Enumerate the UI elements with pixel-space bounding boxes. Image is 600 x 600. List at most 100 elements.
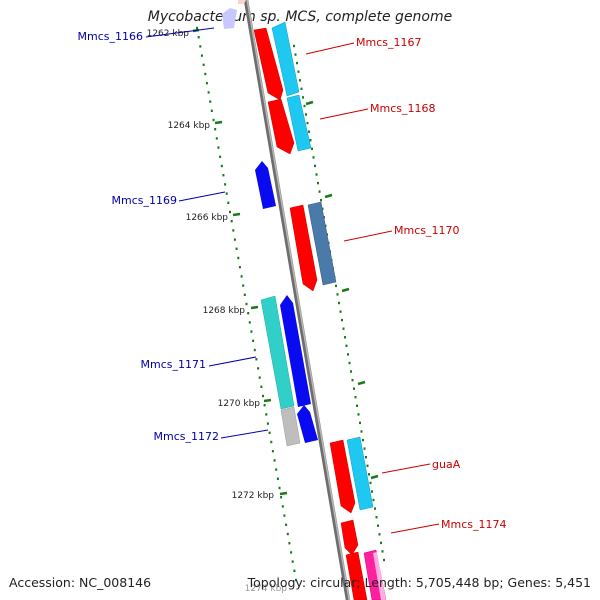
outer-minor-tick [374,507,376,510]
outer-major-ticks [305,100,379,480]
inner-minor-tick [285,523,288,526]
kbp-label: 1274 kbp [245,584,288,594]
outer-minor-tick [353,387,355,390]
outer-minor-tick [311,147,313,150]
outer-minor-tick [347,353,349,356]
inner-minor-tick [278,486,281,490]
inner-minor-tick [258,376,261,379]
inner-minor-tick [240,275,243,278]
inner-minor-tick [268,431,271,434]
gene-label-mmcs-1171[interactable]: Mmcs_1171 [141,358,206,371]
inner-minor-tick [248,321,251,324]
inner-minor-tick [283,514,286,517]
outer-minor-tick [380,541,382,545]
gene-label-mmcs-1174[interactable]: Mmcs_1174 [441,518,506,531]
outer-minor-tick [372,498,375,502]
major-tick [370,474,379,480]
inner-minor-tick [225,192,228,195]
inner-minor-tick [220,164,223,168]
outer-minor-tick [383,558,385,562]
gene-label-mmcs-1167[interactable]: Mmcs_1167 [356,36,421,49]
inner-minor-tick [291,560,294,563]
major-tick [341,287,350,293]
gene-mmcs-1167-red[interactable] [253,27,284,101]
inner-minor-tick [271,450,274,453]
outer-minor-tick [300,87,303,90]
outer-minor-tick [344,336,346,339]
outer-minor-tick [366,464,369,467]
gene-guaa-red[interactable] [329,439,356,514]
gene-mmcs-1169[interactable] [255,161,276,209]
inner-minor-tick [293,569,296,572]
inner-minor-tick [247,312,250,315]
kbp-tick [250,305,259,310]
gene-mmcs-1166[interactable] [222,8,237,29]
gene-label-mmcs-1168[interactable]: Mmcs_1168 [370,102,435,115]
outer-minor-tick [309,139,312,142]
inner-minor-tick [199,45,202,48]
outer-minor-tick [351,378,354,382]
gene-bottom-red[interactable] [345,551,368,600]
gene-guaa-cyan[interactable] [346,436,374,511]
inner-minor-tick [280,496,283,499]
leader-line [390,523,440,534]
inner-minor-tick [224,183,227,186]
inner-minor-tick [217,146,220,149]
inner-minor-tick [204,72,207,76]
outer-minor-tick [348,361,351,365]
inner-minor-tick [232,229,235,232]
outer-minor-tick [296,61,298,65]
outer-minor-tick [336,293,339,296]
gene-mmcs-1170-red[interactable] [289,204,318,292]
inner-minor-tick [260,385,263,388]
outer-minor-tick [335,284,337,288]
outer-minor-tick [338,301,340,305]
inner-minor-tick [273,459,276,462]
inner-minor-tick [242,284,245,287]
gene-top-partial[interactable] [238,0,246,4]
gene-mmcs-1171-blue[interactable] [280,295,311,407]
kbp-label: 1270 kbp [218,399,261,409]
outer-minor-tick [303,104,306,108]
gene-mmcs-1174[interactable] [340,519,359,556]
kbp-label: 1272 kbp [232,491,275,501]
inner-minor-tick [252,339,255,342]
outer-minor-tick [381,550,384,553]
leader-line [305,42,355,55]
inner-minor-tick [266,422,269,425]
leader-line [343,230,393,242]
inner-minor-tick [200,54,203,57]
gene-label-mmcs-1166[interactable]: Mmcs_1166 [78,30,143,43]
major-tick [324,193,333,199]
outer-minor-tick [356,404,358,407]
gene-mmcs-1170-steel[interactable] [307,201,337,286]
gene-mmcs-1168-red[interactable] [267,98,295,155]
gene-mmcs-1171-teal[interactable] [260,295,295,410]
gene-mmcs-1168-cyan[interactable] [286,94,312,152]
gene-label-mmcs-1172[interactable]: Mmcs_1172 [154,430,219,443]
gene-label-guaa[interactable]: guaA [432,458,461,471]
inner-minor-tick [209,100,212,103]
inner-minor-tick [230,220,233,223]
outer-minor-tick [354,396,357,399]
gene-mmcs-1172-grey[interactable] [280,406,301,447]
gene-mmcs-1172-blue[interactable] [297,405,318,443]
kbp-label: 1266 kbp [186,213,229,223]
gene-bottom-pink-light[interactable] [373,552,386,600]
gene-labels: Mmcs_1166 Mmcs_1167 Mmcs_1168 Mmcs_1169 … [78,27,506,534]
gene-label-mmcs-1170[interactable]: Mmcs_1170 [394,224,459,237]
inner-minor-tick [295,578,297,582]
outer-minor-tick [320,199,322,202]
gene-mmcs-1167-cyan[interactable] [271,21,300,97]
accession-text: Accession: NC_008146 [9,575,152,590]
inner-minor-tick [281,505,284,508]
inner-minor-tick [235,247,238,250]
inner-minor-tick [210,109,213,112]
inner-minor-tick [250,330,253,333]
outer-minor-tick [357,413,360,416]
inner-tick-track [196,26,297,582]
gene-label-mmcs-1169[interactable]: Mmcs_1169 [112,194,177,207]
inner-minor-tick [275,468,278,471]
major-tick [357,380,366,386]
inner-minor-tick [263,404,266,407]
